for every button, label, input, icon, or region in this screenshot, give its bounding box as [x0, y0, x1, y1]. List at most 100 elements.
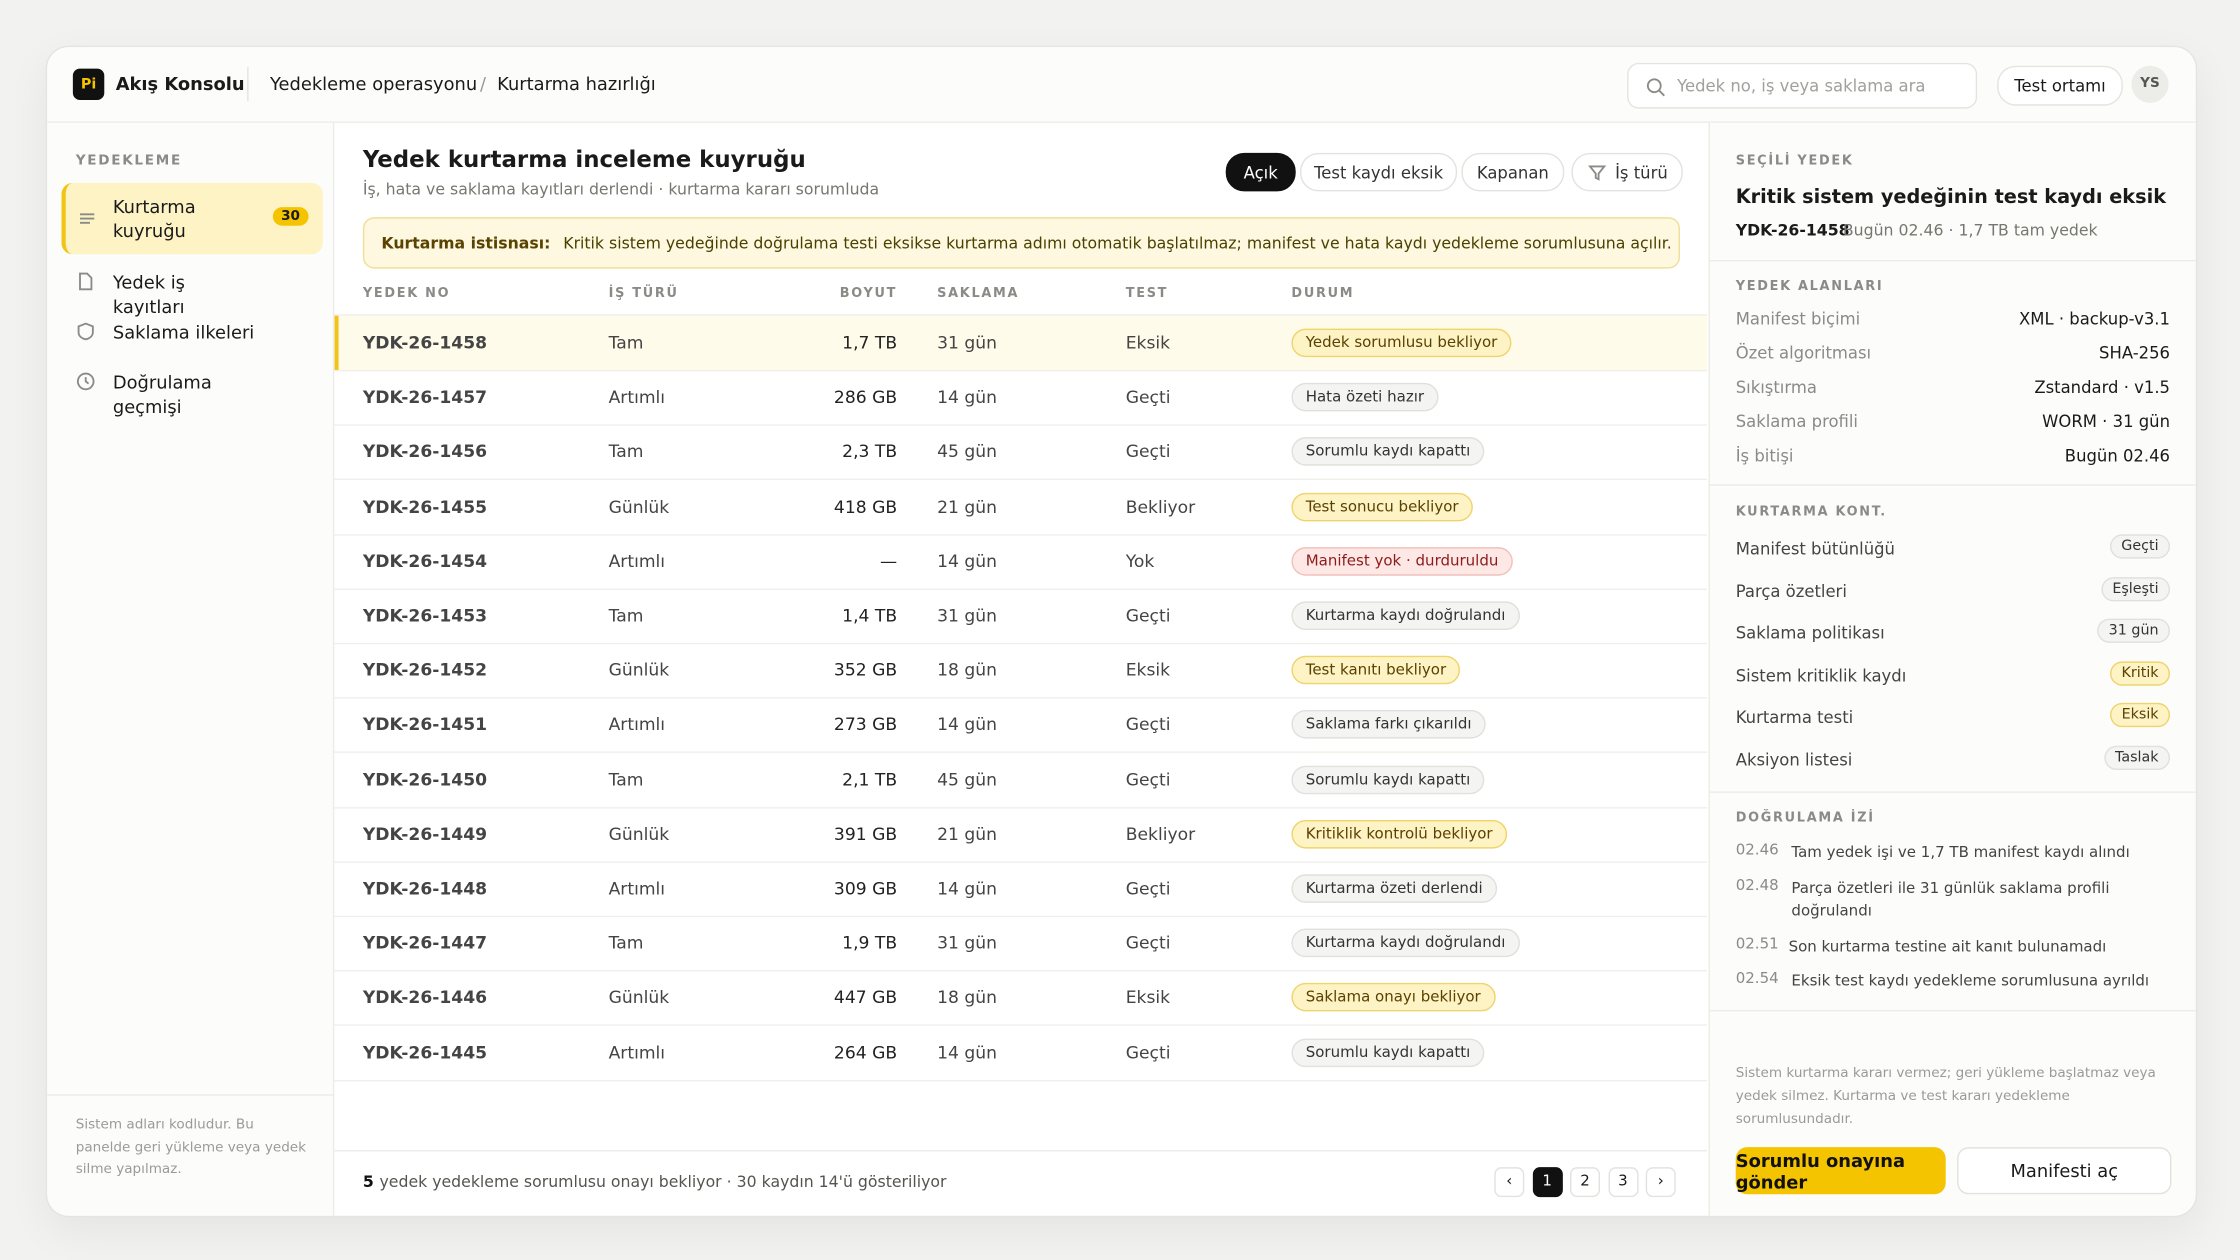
avatar[interactable]: YS: [2131, 65, 2169, 103]
table-row[interactable]: YDK-26-1458 Tam 1,7 TB 31 gün Eksik Yedek sor…: [334, 315, 1708, 372]
check-label: Saklama politikası: [1735, 623, 1885, 644]
table-row[interactable]: YDK-26-1450 Tam 2,1 TB 45 gün Geçti Sorumlu k…: [334, 752, 1708, 808]
filter-label: Kapanan: [1476, 162, 1549, 183]
size: 309 GB: [833, 878, 898, 899]
test: Geçti: [1125, 878, 1171, 899]
page-button[interactable]: 1: [1532, 1167, 1563, 1198]
filter-chip[interactable]: Kapanan: [1461, 152, 1565, 192]
size: 1,9 TB: [842, 933, 898, 954]
breadcrumb[interactable]: Kurtarma hazırlığı: [497, 72, 656, 95]
job-type: Günlük: [608, 660, 670, 681]
page-title: Yedek kurtarma inceleme kuyruğu: [362, 145, 806, 173]
table-row[interactable]: YDK-26-1451 Artımlı 273 GB 14 gün Geçti Sakla…: [334, 698, 1708, 754]
checks-title: KURTARMA KONT.: [1735, 505, 1887, 520]
backup-id: YDK-26-1448: [362, 878, 488, 899]
environment[interactable]: Test ortamı: [1997, 65, 2123, 106]
trail-title: DOĞRULAMA İZİ: [1735, 811, 1875, 826]
nav-item[interactable]: Kurtarma kuyruğu 30: [61, 182, 323, 255]
test: Geçti: [1125, 441, 1171, 462]
test: Eksik: [1125, 987, 1171, 1008]
table-row[interactable]: YDK-26-1449 Günlük 391 GB 21 gün Bekliyor Kri…: [334, 807, 1708, 863]
job-type: Tam: [608, 605, 644, 626]
job-type: Tam: [608, 332, 644, 353]
table-row[interactable]: YDK-26-1457 Artımlı 286 GB 14 gün Geçti Hata …: [334, 370, 1708, 426]
test: Eksik: [1125, 660, 1171, 681]
check-label: Aksiyon listesi: [1735, 749, 1853, 770]
breadcrumb[interactable]: Yedekleme operasyonu: [269, 72, 478, 95]
size: 264 GB: [833, 1042, 898, 1063]
page-button[interactable]: 2: [1569, 1167, 1600, 1198]
secondary-button[interactable]: Manifesti aç: [1957, 1147, 2172, 1195]
table-row[interactable]: YDK-26-1453 Tam 1,4 TB 31 gün Geçti Kurtarma …: [334, 589, 1708, 645]
nav-icon: [76, 271, 96, 295]
nav-icon-svg: [77, 322, 94, 341]
filter-chip[interactable]: Test kaydı eksik: [1299, 152, 1458, 192]
trail-text: Tam yedek işi ve 1,7 TB manifest kaydı a…: [1791, 844, 2130, 862]
search-box[interactable]: Yedek no, iş veya saklama ara: [1627, 62, 1978, 109]
nav-item[interactable]: Saklama ilkeleri: [61, 309, 318, 355]
nav-label: Saklama ilkeleri: [112, 321, 255, 343]
nav-icon: [76, 371, 96, 395]
nav-item[interactable]: Yedek iş kayıtları: [61, 259, 318, 317]
field-value: Bugün 02.46: [2064, 445, 2170, 466]
status-pill: Sorumlu kaydı kapattı: [1291, 765, 1485, 794]
column-header: TEST: [1125, 287, 1169, 302]
table-row[interactable]: YDK-26-1456 Tam 2,3 TB 45 gün Geçti Sorumlu k…: [334, 425, 1708, 481]
trail-text: Parça özetleri ile 31 günlük saklama pro…: [1791, 879, 2110, 920]
page-button[interactable]: ›: [1645, 1167, 1676, 1198]
filter-label: İş türü: [1615, 162, 1668, 183]
retention: 21 gün: [937, 823, 998, 844]
check-label: Manifest bütünlüğü: [1735, 538, 1895, 559]
page-button[interactable]: ‹: [1494, 1167, 1525, 1198]
status-pill: Yedek sorumlusu bekliyor: [1291, 328, 1512, 358]
app-name: Akış Konsolu: [115, 72, 245, 95]
check-pill: Geçti: [2109, 534, 2170, 559]
test: Geçti: [1125, 605, 1171, 626]
disclaimer: Sistem kurtarma kararı vermez; geri yükl…: [1735, 1065, 2156, 1128]
column-header: SAKLAMA: [937, 287, 1020, 302]
nav-icon: [77, 209, 97, 233]
field-label: Özet algoritması: [1735, 342, 1872, 363]
primary-button[interactable]: Sorumlu onayına gönder: [1735, 1147, 1946, 1195]
nav-icon-svg: [79, 272, 93, 291]
page-subtitle: İş, hata ve saklama kayıtları derlendi ·…: [362, 179, 880, 199]
footer-sep: [334, 1149, 1708, 1152]
size: 273 GB: [833, 714, 898, 735]
table-row[interactable]: YDK-26-1446 Günlük 447 GB 18 gün Eksik Saklam…: [334, 971, 1708, 1027]
nav-item[interactable]: Doğrulama geçmişi: [61, 359, 318, 417]
table-row[interactable]: YDK-26-1452 Günlük 352 GB 18 gün Eksik Test k…: [334, 643, 1708, 699]
filter-chip[interactable]: İş türü: [1571, 152, 1683, 192]
backup-id: YDK-26-1445: [362, 1042, 488, 1063]
test: Geçti: [1125, 933, 1171, 954]
retention: 45 gün: [937, 441, 998, 462]
size: 391 GB: [833, 823, 898, 844]
job-type: Günlük: [608, 987, 670, 1008]
status-pill: Saklama farkı çıkarıldı: [1291, 710, 1486, 740]
backup-id: YDK-26-1446: [362, 987, 488, 1008]
table-row[interactable]: YDK-26-1445 Artımlı 264 GB 14 gün Geçti Sorum…: [334, 1025, 1708, 1081]
sep: [1709, 791, 2196, 793]
status-pill: Kurtarma kaydı doğrulandı: [1291, 601, 1520, 630]
table-row[interactable]: YDK-26-1447 Tam 1,9 TB 31 gün Geçti Kurtarma …: [334, 916, 1708, 972]
test: Geçti: [1125, 387, 1171, 408]
table-row[interactable]: YDK-26-1454 Artımlı — 14 gün Yok Manifest yok…: [334, 534, 1708, 590]
page-button[interactable]: 3: [1607, 1167, 1638, 1198]
job-type: Artımlı: [608, 878, 666, 899]
detail-id: YDK-26-1458: [1735, 221, 1850, 240]
backup-id: YDK-26-1457: [362, 387, 488, 408]
detail-meta: Bugün 02.46 · 1,7 TB tam yedek: [1842, 221, 2098, 240]
top-bar: Pi Akış Konsolu Yedekleme operasyonu / Kurta…: [47, 47, 2196, 123]
notice-text: Kritik sistem yedeğinde doğrulama testi …: [563, 233, 1672, 253]
job-type: Tam: [608, 441, 644, 462]
size: 352 GB: [833, 660, 898, 681]
table-row[interactable]: YDK-26-1455 Günlük 418 GB 21 gün Bekliyor Tes…: [334, 479, 1708, 536]
job-type: Artımlı: [608, 551, 666, 572]
backup-id: YDK-26-1453: [362, 605, 488, 626]
table-row[interactable]: YDK-26-1448 Artımlı 309 GB 14 gün Geçti Kurta…: [334, 861, 1708, 918]
status-pill: Test sonucu bekliyor: [1291, 492, 1473, 521]
backup-id: YDK-26-1450: [362, 769, 488, 790]
test: Geçti: [1125, 714, 1171, 735]
filter-chip[interactable]: Açık: [1225, 152, 1296, 192]
trail-text: Eksik test kaydı yedeklemе sorumlusuna a…: [1791, 972, 2150, 990]
filter-label: Açık: [1243, 162, 1278, 183]
